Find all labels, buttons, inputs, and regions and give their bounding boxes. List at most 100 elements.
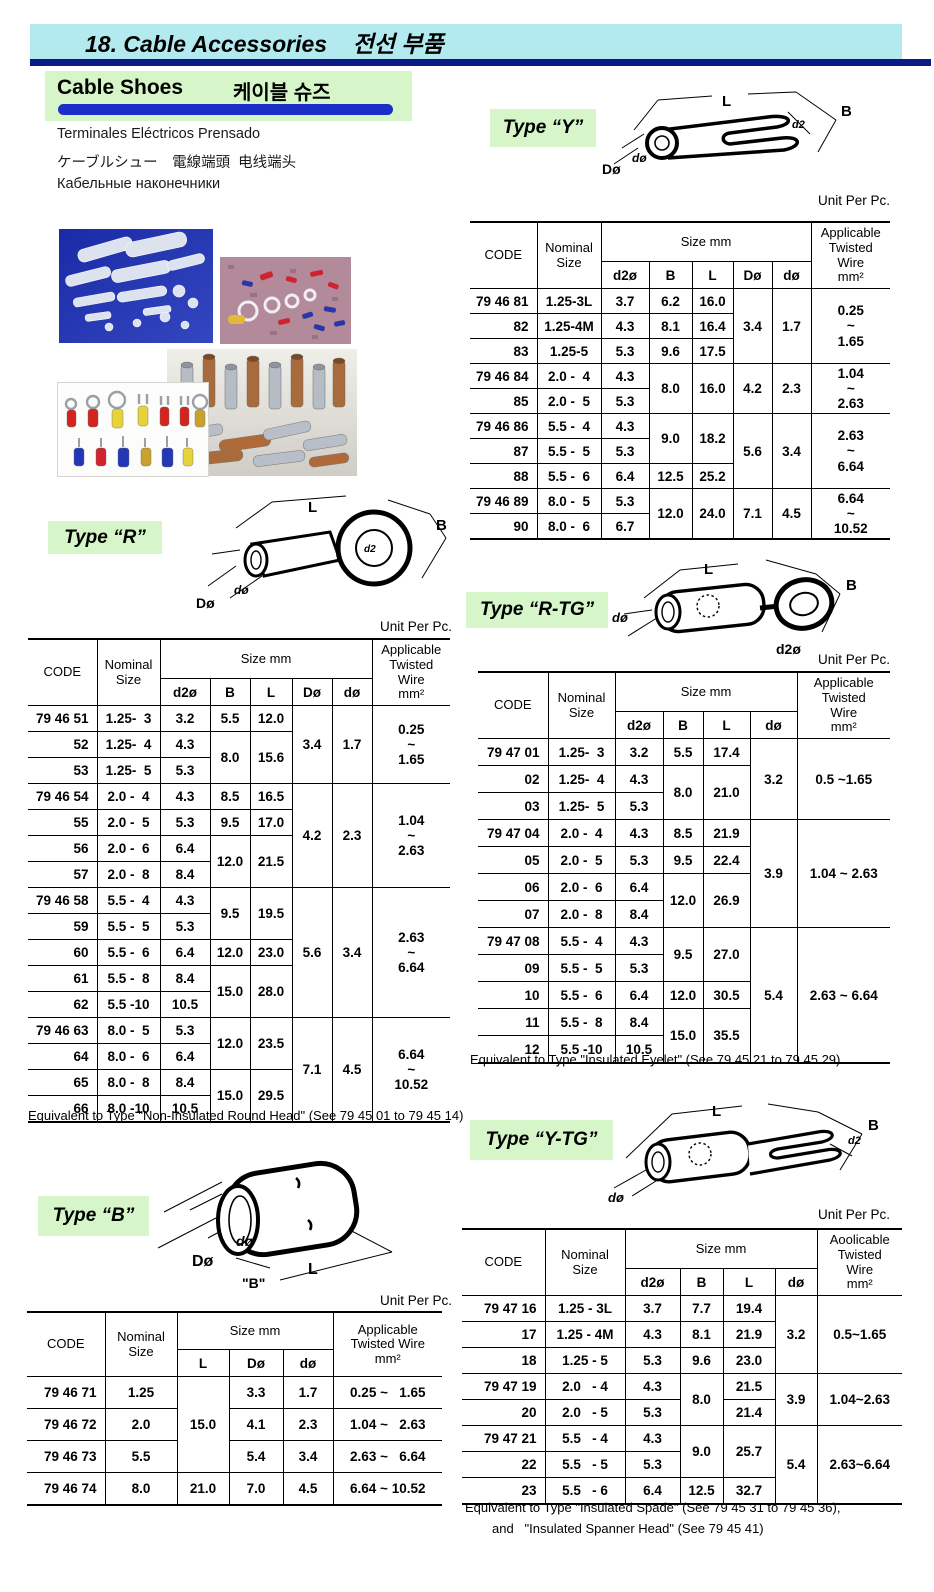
table-header-cell: dø (771, 261, 812, 289)
table-cell: 5.3 (600, 488, 650, 514)
table-cell: 79 47 16 (462, 1295, 546, 1322)
table-cell: 12.5 (648, 463, 693, 489)
table-header-cell: Size mm (159, 638, 373, 679)
table-row: 90 8.0 - 6 6.7 (470, 513, 890, 540)
table-cell: 1.04 ~ 2.63 (371, 783, 451, 888)
table-header-cell: dø (282, 1349, 334, 1377)
table-cell: 5.5 - 8 (96, 965, 161, 992)
dim-label-L: L (722, 93, 731, 110)
table-cell: 2.3 (771, 363, 812, 414)
unit-label-y: Unit Per Pc. (817, 193, 890, 208)
table-cell: 03 (478, 792, 549, 820)
table-cell: 3.4 (331, 887, 373, 1018)
table-header-cell: Nominal Size (96, 638, 161, 706)
table-cell: 17.5 (691, 338, 733, 364)
table-cell: 1.25 - 3L (544, 1295, 626, 1322)
table-cell: 5.3 (614, 792, 663, 820)
table-cell: 6.4 (159, 1043, 210, 1070)
table-header-cell: Applicable Twisted Wire mm² (796, 671, 890, 739)
table-cell: 9.5 (209, 887, 251, 940)
table-cell: 5.5 - 5 (536, 438, 602, 464)
table-row: 09 5.5 - 5 5.3 (478, 954, 890, 982)
table-cell: 79 46 51 (28, 705, 98, 732)
table-header-cell: dø (331, 678, 373, 706)
dim-label-B: "B" (242, 1275, 265, 1291)
table-header-cell: CODE (27, 1311, 106, 1377)
table-header-cell: Size mm (600, 221, 812, 262)
table-cell: 1.25- 4 (547, 765, 616, 793)
table-cell: 5.6 (291, 887, 333, 1018)
table-cell: 79 47 19 (462, 1373, 546, 1400)
table-header-cell: CODE (478, 671, 549, 739)
table-cell: 19.4 (722, 1295, 776, 1322)
diagram-type-y: L B d2 Dø dø (600, 90, 860, 190)
table-row: 79 46 63 8.0 - 5 5.3 12.0 23.5 7.1 4.5 6.64 ~ 1… (28, 1017, 451, 1123)
table-cell: 24.0 (691, 488, 734, 540)
table-cell: 2.63 ~ 6.64 (332, 1440, 443, 1473)
table-cell: 8.0 (209, 731, 251, 784)
table-cell: 1.25-5 (536, 338, 602, 364)
table-cell: 10.5 (159, 1095, 210, 1123)
table-row: 06 2.0 - 6 6.4 12.0 26.9 (478, 873, 890, 928)
table-cell: 9.5 (662, 927, 704, 982)
table-cell: 4.1 (228, 1408, 284, 1441)
table-header-cell: dø (774, 1268, 817, 1296)
table-cell: 79 47 01 (478, 738, 549, 766)
table-header-cell: Nominal Size (536, 221, 602, 289)
table-row: 88 5.5 - 6 6.4 12.5 25.2 (470, 463, 890, 489)
table-cell: 6.4 (614, 873, 664, 901)
table-cell: 23.0 (249, 939, 292, 966)
table-header-cell: Nominal Size (544, 1228, 626, 1296)
table-cell: 21.5 (722, 1373, 776, 1400)
table-cell: 4.5 (331, 1017, 373, 1123)
table-cell: 2.0 - 5 (96, 809, 161, 836)
table-header-cell: Dø (228, 1349, 284, 1377)
table-header-cell: B (209, 678, 251, 706)
table-cell: 0.25 ~ 1.65 (810, 288, 891, 364)
table-cell: 25.2 (691, 463, 733, 489)
table-row: 85 2.0 - 5 5.3 (470, 388, 890, 414)
table-cell: 23.5 (249, 1017, 293, 1070)
table-cell: 3.9 (774, 1373, 818, 1426)
table-header-cell: Size mm (624, 1228, 818, 1269)
diagram-type-r: L B d2 Dø dø (178, 494, 454, 616)
table-cell: 8.0 - 6 (96, 1043, 161, 1070)
table-row: 12 5.5 -10 10.5 (478, 1035, 890, 1064)
table-cell: 2.0 - 8 (96, 861, 161, 888)
table-cell: 3.3 (228, 1376, 284, 1409)
table-row: 79 47 04 2.0 - 4 4.3 8.5 21.9 3.9 1.04 ~ 2.63 (478, 819, 890, 928)
table-cell: 6.4 (159, 835, 211, 862)
section-underline (58, 104, 393, 115)
table-cell: 52 (28, 731, 98, 758)
table-cell: 1.25 - 4M (544, 1321, 626, 1348)
table-cell: 79 47 04 (478, 819, 549, 847)
table-cell: 79 46 86 (470, 413, 538, 439)
table-cell: 79 46 63 (28, 1017, 98, 1044)
table-header-cell: CODE (28, 638, 98, 706)
table-cell: 1.7 (282, 1376, 334, 1409)
table-cell: 21.9 (722, 1321, 775, 1348)
table-cell: 5.3 (600, 438, 649, 464)
subtitle-japanese-chinese: ケーブルシュー 電線端頭 电线端头 (57, 155, 297, 171)
table-row: 02 1.25- 4 4.3 8.0 21.0 (478, 765, 890, 820)
table-cell: 2.0 - 4 (544, 1373, 626, 1400)
table-cell: 1.25- 5 (547, 792, 616, 820)
table-cell: 1.04 ~ 2.63 (796, 819, 890, 928)
page-title: 18. Cable Accessories 전선 부품 (85, 30, 444, 57)
table-cell: 79 46 89 (470, 488, 538, 514)
table-row: 79 46 73 5.5 5.4 3.4 2.63 ~ 6.64 (27, 1440, 443, 1473)
unit-label-r-tg: Unit Per Pc. (817, 652, 890, 667)
table-cell: 1.25- 3 (547, 738, 616, 766)
table-cell: 4.5 (771, 488, 812, 540)
table-row: 79 46 54 2.0 - 4 4.3 8.5 16.5 4.2 2.3 1.04 ~ 2.… (28, 783, 451, 888)
table-header-cell: Size mm (176, 1311, 334, 1350)
dim-label-L: L (704, 561, 713, 578)
table-cell: 5.4 (228, 1440, 284, 1473)
table-cell: 66 (28, 1095, 98, 1123)
table-cell: 9.6 (679, 1347, 724, 1374)
table-cell: 2.3 (282, 1408, 334, 1441)
table-cell: 90 (470, 513, 538, 540)
table-cell: 6.4 (624, 1477, 681, 1505)
table-row: 79 47 16 1.25 - 3L 3.7 7.7 19.4 3.2 0.5~1.65 (462, 1295, 902, 1374)
table-cell: 88 (470, 463, 538, 489)
